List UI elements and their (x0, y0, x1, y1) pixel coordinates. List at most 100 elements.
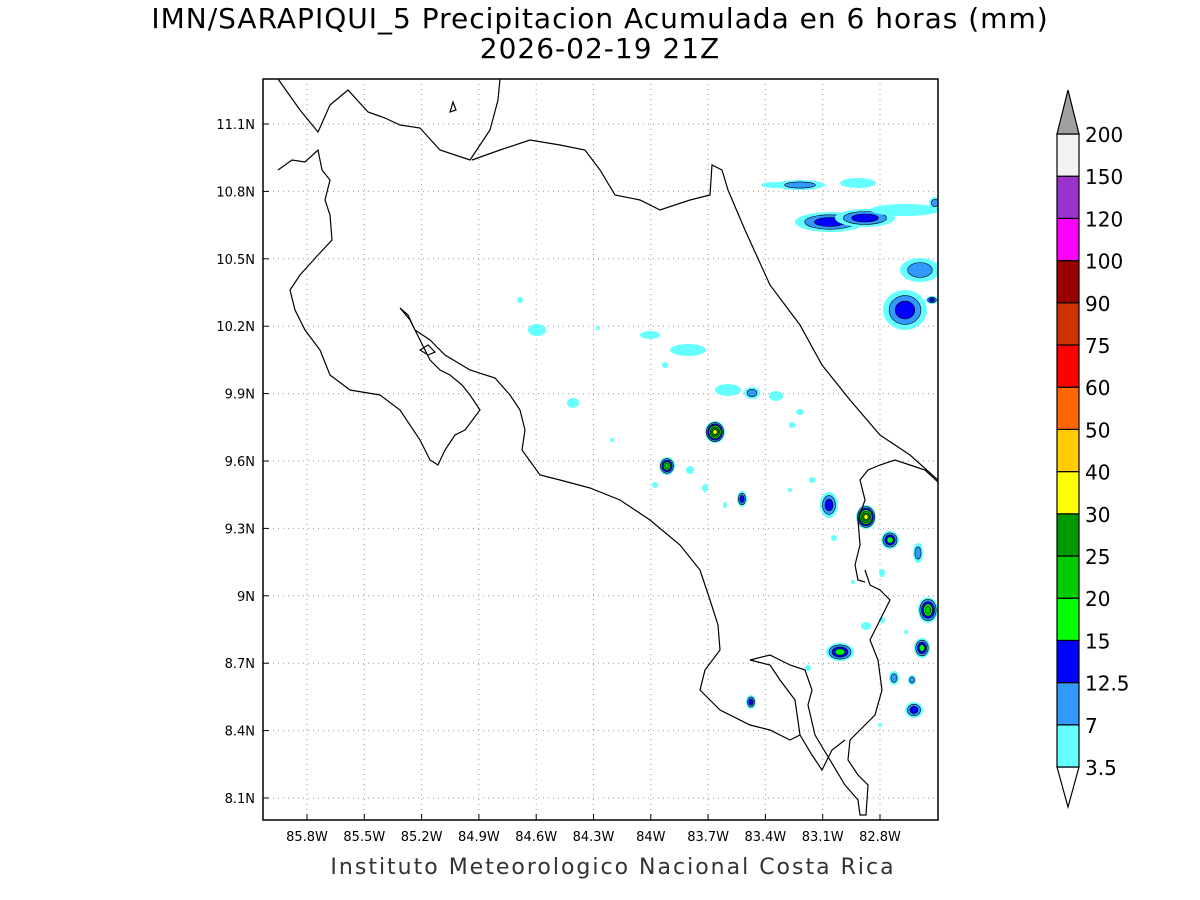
precip-cell (567, 398, 579, 408)
precip-cell (908, 675, 916, 685)
precip-contour (789, 422, 795, 428)
precip-cell (881, 531, 899, 549)
precip-cell (861, 622, 871, 630)
precip-contour (840, 178, 876, 188)
lon-tick-label: 83.1W (802, 830, 844, 845)
precip-contour (748, 698, 754, 706)
precip-contour (739, 495, 745, 503)
precip-contour (662, 362, 668, 368)
colorbar-level-label: 30 (1085, 503, 1110, 527)
precip-contour (879, 569, 885, 577)
precip-contour (664, 463, 670, 469)
osa-gulf (799, 734, 846, 772)
lon-tick-label: 85.5W (343, 830, 385, 845)
map-gridlines (263, 79, 938, 820)
precip-cell (746, 695, 756, 709)
precip-cell (805, 665, 811, 671)
precip-contour (886, 536, 894, 544)
precip-cell (883, 290, 927, 330)
precip-contour (723, 502, 727, 508)
colorbar-level-label: 20 (1085, 587, 1110, 611)
colorbar-level-label: 60 (1085, 376, 1110, 400)
colorbar-level-label: 120 (1085, 207, 1123, 231)
precip-contour (878, 723, 882, 727)
colorbar-level-label: 75 (1085, 334, 1110, 358)
precip-cell (702, 484, 708, 492)
precip-cell (652, 482, 658, 488)
lon-tick-label: 83.4W (744, 830, 786, 845)
precip-cell (851, 580, 855, 584)
precip-cell (796, 409, 804, 415)
precip-cell (826, 643, 854, 661)
precip-contour (715, 384, 741, 396)
lon-tick-label: 84.9W (458, 830, 500, 845)
colorbar-swatch (1056, 428, 1080, 473)
pacific-coast-north (277, 148, 891, 816)
colorbar-swatch (1056, 513, 1080, 557)
precip-contour (907, 262, 933, 278)
precip-cell (926, 296, 938, 304)
precip-contour (831, 535, 837, 541)
colorbar-level-label: 50 (1085, 418, 1110, 442)
precip-cell (879, 569, 885, 577)
precip-cell (789, 422, 795, 428)
lat-tick-label: 10.2N (216, 320, 255, 335)
colorbar-swatch (1056, 639, 1080, 684)
precip-contour (596, 326, 600, 330)
colorbar-swatch (1056, 344, 1080, 388)
precip-contour (805, 665, 811, 671)
precip-cell (705, 421, 725, 443)
precip-cell (737, 491, 747, 507)
lat-tick-label: 10.8N (216, 185, 255, 200)
precip-contour (851, 213, 879, 223)
lat-tick-label: 10.5N (216, 253, 255, 268)
lon-tick-label: 84.3W (573, 830, 615, 845)
precip-cell (670, 344, 706, 356)
precip-cell (769, 391, 783, 401)
precip-cell (528, 324, 546, 336)
lat-tick-label: 8.1N (225, 792, 255, 807)
precip-contour (652, 482, 658, 488)
precip-cell (640, 331, 660, 339)
longitude-axis: 85.8W 85.5W 85.2W 84.9W 84.6W 84.3W 84W 83.7W 83… (286, 814, 901, 845)
colorbar-swatch (1056, 302, 1080, 346)
plot-frame (262, 78, 939, 821)
colorbar-level-label: 40 (1085, 461, 1110, 485)
precip-contour (929, 297, 935, 303)
colorbar-level-label: 150 (1085, 165, 1123, 189)
precip-cell (904, 630, 908, 634)
lon-tick-label: 85.8W (286, 830, 328, 845)
peninsula-nicoya-inner (418, 344, 437, 356)
colorbar-level-label: 90 (1085, 292, 1110, 316)
precip-contour (909, 706, 919, 714)
precip-cell (715, 384, 741, 396)
precip-cell (662, 362, 668, 368)
colorbar-swatch (1056, 386, 1080, 431)
precip-contour (861, 622, 871, 630)
precip-contour (824, 498, 834, 512)
lon-tick-label: 83.7W (687, 830, 729, 845)
precip-cell (831, 535, 837, 541)
colorbar-level-label: 7 (1085, 714, 1098, 738)
precip-contour (863, 514, 869, 520)
precip-cell (929, 197, 938, 209)
precip-contour (924, 605, 932, 615)
precip-contour (918, 644, 926, 652)
colorbar-level-label: 100 (1085, 250, 1123, 274)
precipitation-field (517, 178, 938, 727)
precip-contour (909, 676, 915, 684)
lat-tick-label: 8.4N (225, 725, 255, 740)
colorbar-swatch (1056, 175, 1080, 219)
lon-tick-label: 82.8W (859, 830, 901, 845)
colorbar-level-label: 3.5 (1085, 756, 1117, 780)
precip-contour (567, 398, 579, 408)
precip-cell (659, 457, 675, 475)
precip-cell (723, 502, 727, 508)
colorbar-max-arrow (1056, 89, 1080, 135)
panama-border (854, 459, 938, 583)
colorbar-swatch (1056, 133, 1080, 177)
colorbar-swatch (1056, 471, 1080, 515)
precip-contour (834, 648, 846, 656)
precip-contour (914, 546, 922, 560)
